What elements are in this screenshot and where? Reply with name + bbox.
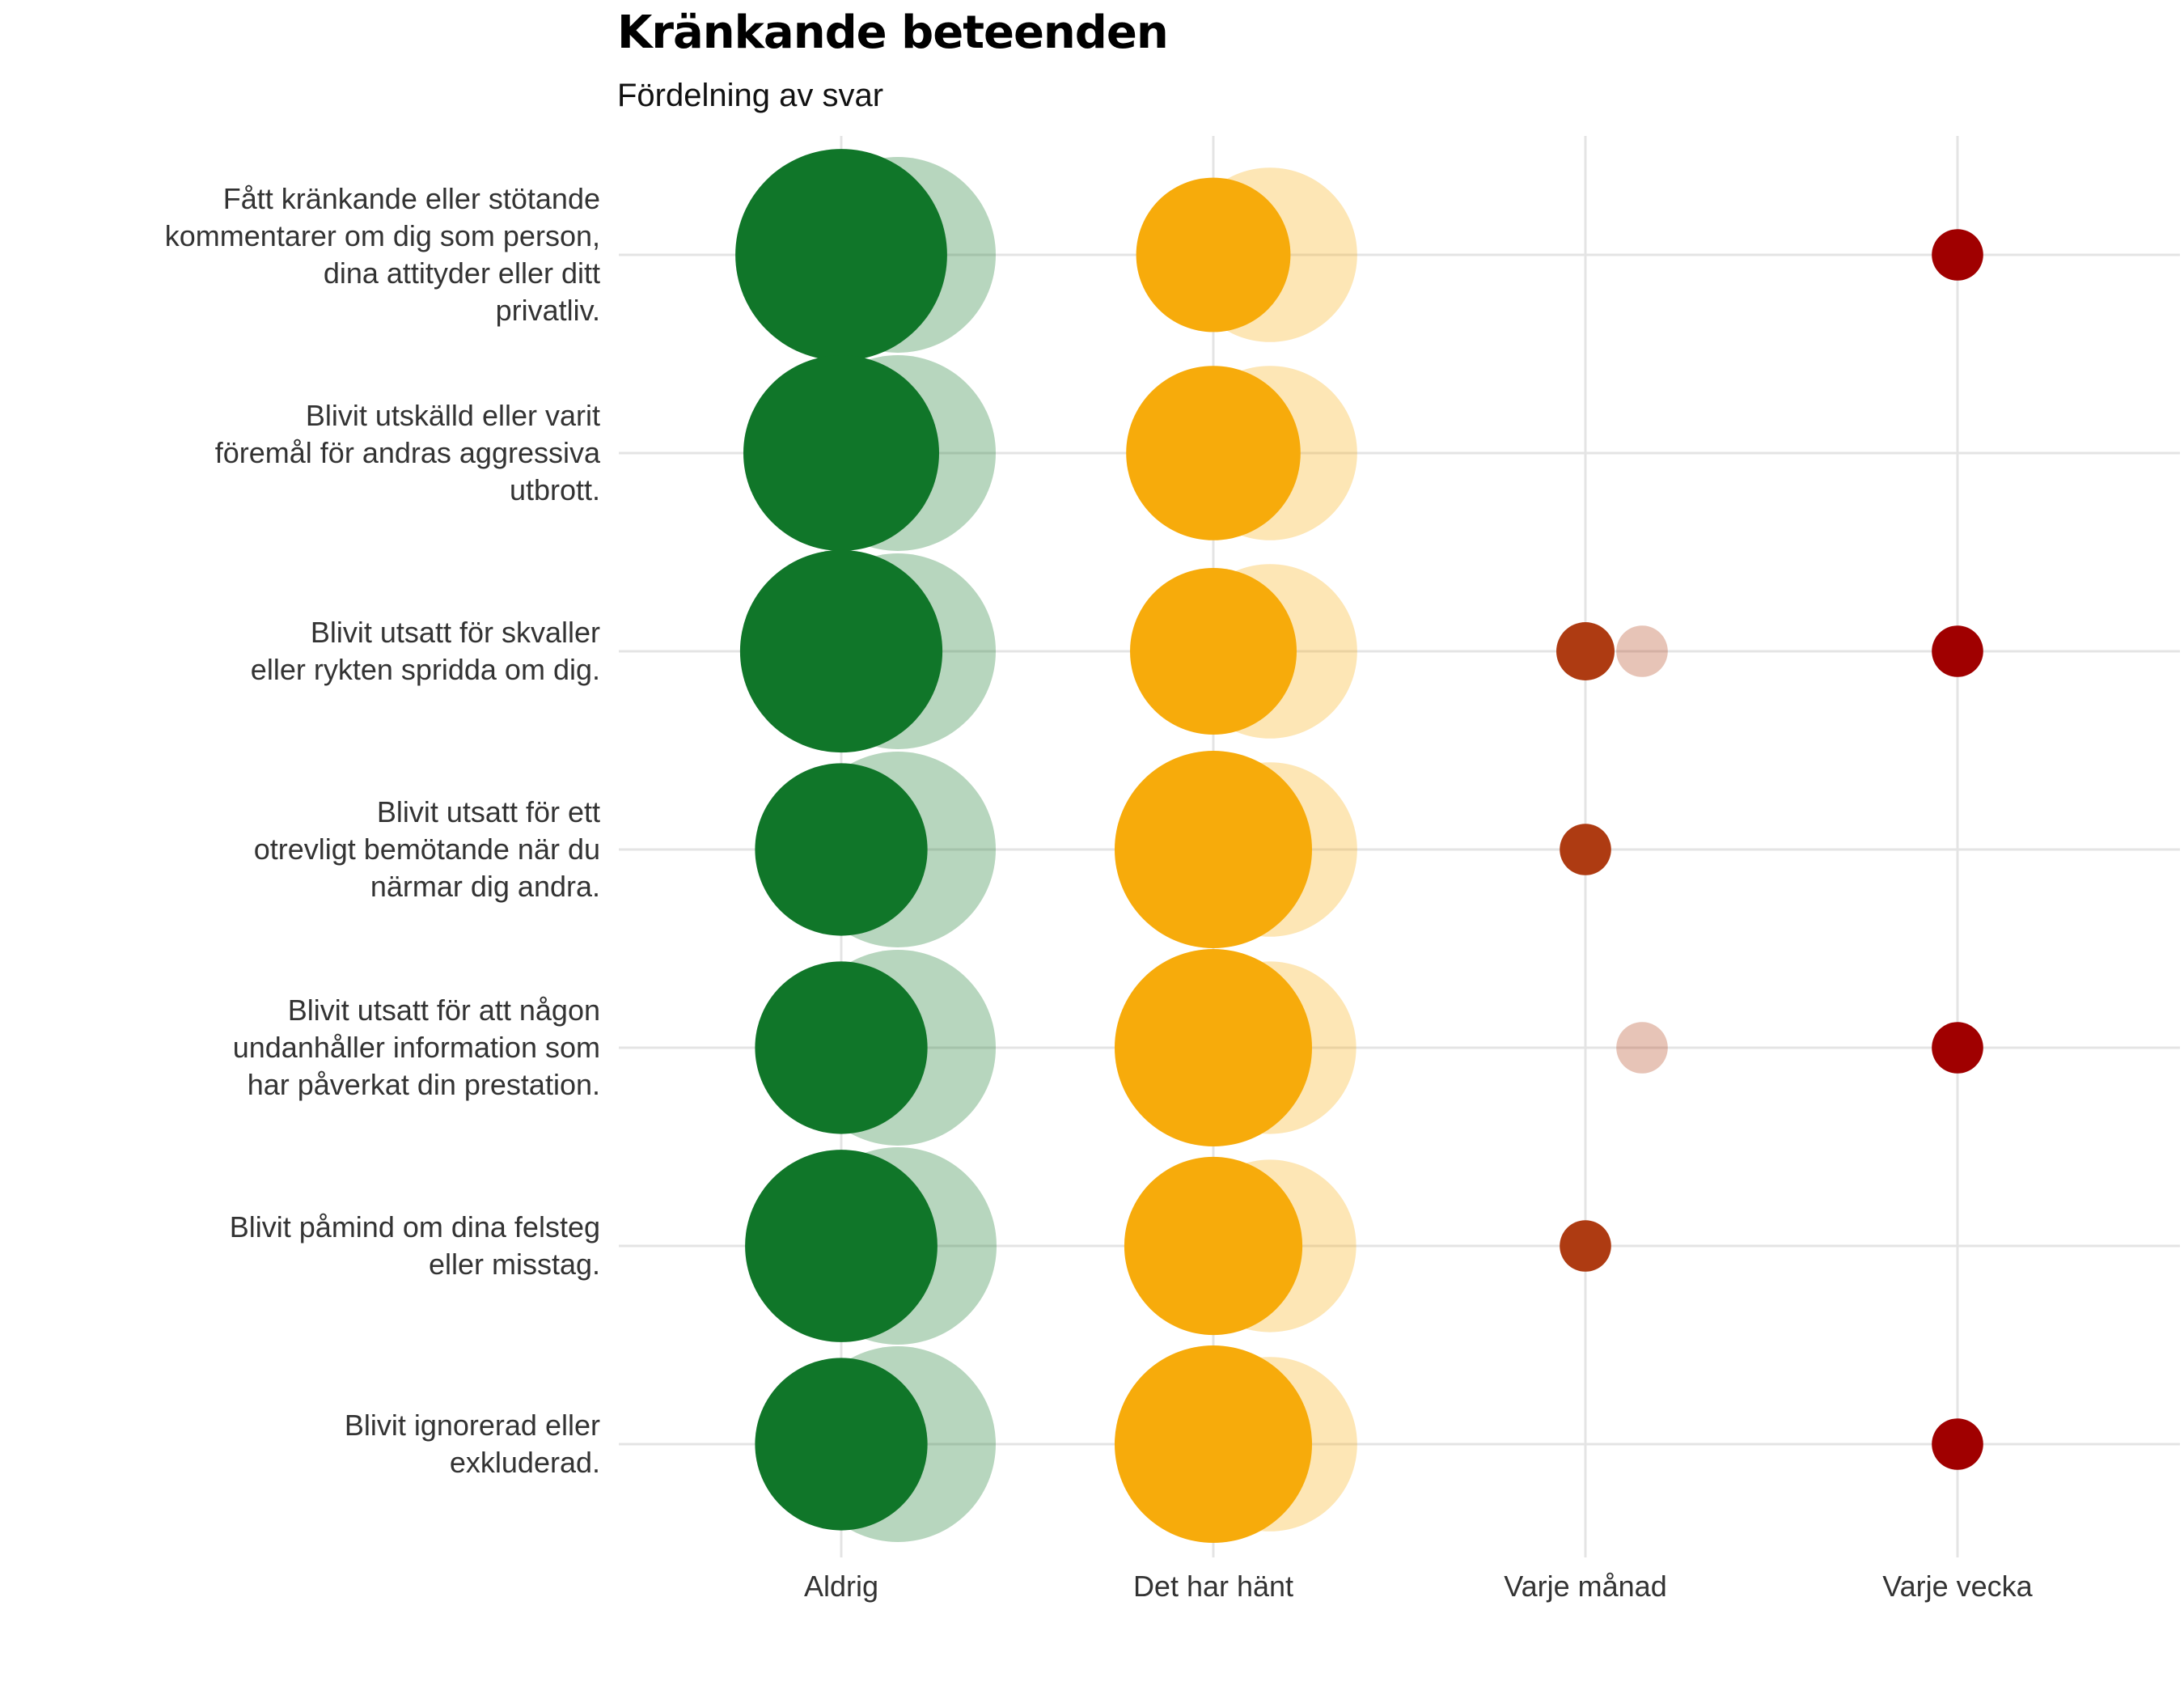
bubble-series0-row3-col0 [755, 763, 928, 936]
bubble-series1-row4-col2 [1616, 1022, 1668, 1074]
bubble-series0-row4-col1 [1115, 949, 1312, 1146]
bubble-series0-row5-col1 [1124, 1156, 1303, 1336]
y-axis-label-line: utbrott. [509, 473, 600, 506]
y-axis-label-line: Blivit påmind om dina felsteg [229, 1210, 600, 1244]
y-axis-label: Blivit påmind om dina felsteg eller misst… [34, 1209, 600, 1283]
x-axis-label: Det har hänt [1132, 1570, 1294, 1603]
bubble-series0-row2-col1 [1130, 568, 1297, 735]
y-axis-label: Blivit utsatt för att någon undanhåller i… [34, 992, 600, 1104]
y-axis-label-line: Blivit utsatt för skvaller [310, 616, 600, 649]
y-axis-label-line: privatliv. [495, 294, 600, 327]
bubble-series0-row3-col1 [1115, 751, 1312, 948]
y-axis-label-line: Blivit ignorerad eller [344, 1409, 600, 1442]
y-axis-label-line: närmar dig andra. [370, 870, 600, 903]
bubble-series0-row0-col1 [1136, 177, 1291, 333]
bubble-series0-row4-col0 [755, 961, 928, 1134]
y-axis-label-line: exkluderad. [449, 1446, 600, 1479]
y-axis-label-line: dina attityder eller ditt [323, 256, 600, 290]
bubble-series0-row6-col1 [1115, 1345, 1312, 1543]
y-axis-label-line: otrevligt bemötande när du [253, 833, 600, 866]
chart-subtitle: Fördelning av svar [617, 78, 884, 113]
bubble-series0-row1-col0 [743, 355, 939, 551]
y-axis-label-line: föremål för andras aggressiva [214, 436, 600, 469]
bubble-series0-row6-col0 [755, 1358, 928, 1531]
y-axis-label: Blivit ignorerad eller exkluderad. [34, 1407, 600, 1481]
bubble-series0-row2-col0 [739, 549, 943, 753]
bubble-series0-row2-col2 [1556, 622, 1615, 680]
x-axis-label: Aldrig [803, 1570, 879, 1603]
bubble-series0-row0-col3 [1932, 229, 1983, 281]
y-axis-label-line: Fått kränkande eller stötande [222, 182, 600, 215]
bubble-series0-row6-col3 [1932, 1418, 1983, 1470]
y-axis-label-line: undanhåller information som [232, 1031, 600, 1064]
y-axis-label: Blivit utsatt för skvaller eller rykten s… [34, 614, 600, 688]
bubble-series0-row2-col3 [1932, 625, 1983, 677]
bubble-series0-row3-col2 [1560, 824, 1611, 875]
y-axis-label-line: Blivit utskälld eller varit [305, 399, 600, 432]
y-axis-label: Blivit utsatt för ett otrevligt bemötande… [34, 794, 600, 905]
x-axis-label: Varje vecka [1882, 1570, 2033, 1603]
series-foreground [735, 149, 1983, 1543]
y-axis-label-line: har påverkat din prestation. [247, 1068, 600, 1101]
chart-title: Kränkande beteenden [617, 6, 1169, 59]
bubble-series0-row4-col3 [1932, 1022, 1983, 1074]
bubble-series0-row0-col0 [735, 149, 947, 361]
y-axis-label-line: Blivit utsatt för ett [376, 795, 600, 828]
y-axis-label: Fått kränkande eller stötande kommentarer… [34, 180, 600, 329]
bubble-series1-row2-col2 [1616, 625, 1668, 677]
y-axis-label-line: Blivit utsatt för att någon [287, 994, 600, 1027]
bubble-series0-row5-col0 [745, 1150, 938, 1342]
y-axis-label-line: eller rykten spridda om dig. [250, 653, 600, 686]
y-axis-label: Blivit utskälld eller varit föremål för a… [34, 397, 600, 509]
y-axis-label-line: eller misstag. [428, 1248, 600, 1281]
y-axis-label-line: kommentarer om dig som person, [164, 219, 600, 252]
bubble-series0-row1-col1 [1126, 366, 1301, 540]
x-axis-label: Varje månad [1504, 1570, 1667, 1603]
bubble-series0-row5-col2 [1560, 1220, 1611, 1272]
